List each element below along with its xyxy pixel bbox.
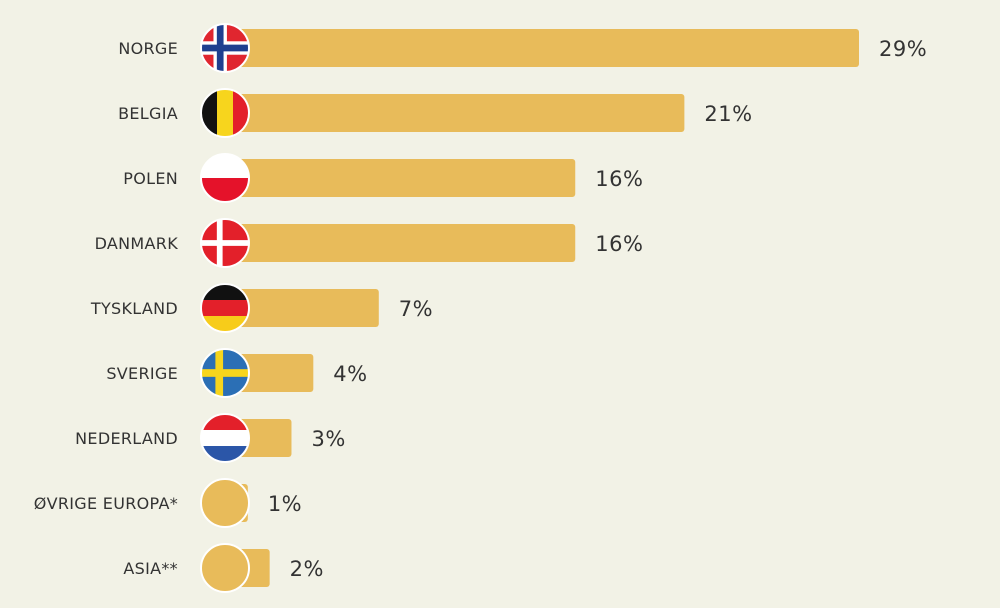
bar-row: ASIA** 2% [123, 543, 324, 593]
category-label: SVERIGE [106, 364, 178, 383]
bar [226, 29, 859, 67]
value-label: 1% [268, 492, 302, 516]
value-label: 2% [290, 557, 324, 581]
bar-row: POLEN 16% [123, 153, 643, 203]
value-label: 3% [311, 427, 345, 451]
bar-row: BELGIA 21% [118, 88, 752, 138]
value-label: 21% [704, 102, 752, 126]
category-label: BELGIA [118, 104, 178, 123]
flag-ring [200, 413, 250, 463]
sweden-flag-icon [201, 349, 249, 397]
bar-row: ØVRIGE EUROPA* 1% [34, 478, 302, 528]
norway-flag-icon [201, 24, 249, 72]
bar-row: DANMARK 16% [95, 218, 643, 268]
category-label: TYSKLAND [90, 299, 178, 318]
flag-ring [200, 218, 250, 268]
flag-ring [200, 283, 250, 333]
flag-ring [200, 478, 250, 528]
category-label: ØVRIGE EUROPA* [34, 494, 178, 513]
bar [226, 159, 576, 197]
value-label: 29% [879, 37, 927, 61]
category-label: DANMARK [95, 234, 179, 253]
category-label: ASIA** [123, 559, 178, 578]
circle-marker [201, 544, 249, 592]
bar [226, 289, 379, 327]
bar [226, 94, 685, 132]
bar-row: NEDERLAND 3% [75, 413, 345, 463]
category-label: POLEN [123, 169, 178, 188]
bar-row: NORGE 29% [118, 23, 927, 73]
flag-ring [200, 543, 250, 593]
value-label: 4% [333, 362, 367, 386]
bar [226, 224, 576, 262]
value-label: 7% [399, 297, 433, 321]
flag-ring [200, 23, 250, 73]
bar-row: TYSKLAND 7% [90, 283, 433, 333]
flag-ring [200, 153, 250, 203]
category-label: NORGE [118, 39, 178, 58]
circle-marker [201, 479, 249, 527]
denmark-flag-icon [201, 219, 249, 267]
bars-layer: NORGE 29% BELGIA 21% POLEN 16% DANMARK 16% TYSKL… [34, 23, 927, 593]
value-label: 16% [595, 232, 643, 256]
value-label: 16% [595, 167, 643, 191]
flag-ring [200, 348, 250, 398]
bar-row: SVERIGE 4% [106, 348, 367, 398]
category-label: NEDERLAND [75, 429, 178, 448]
flag-ring [200, 88, 250, 138]
